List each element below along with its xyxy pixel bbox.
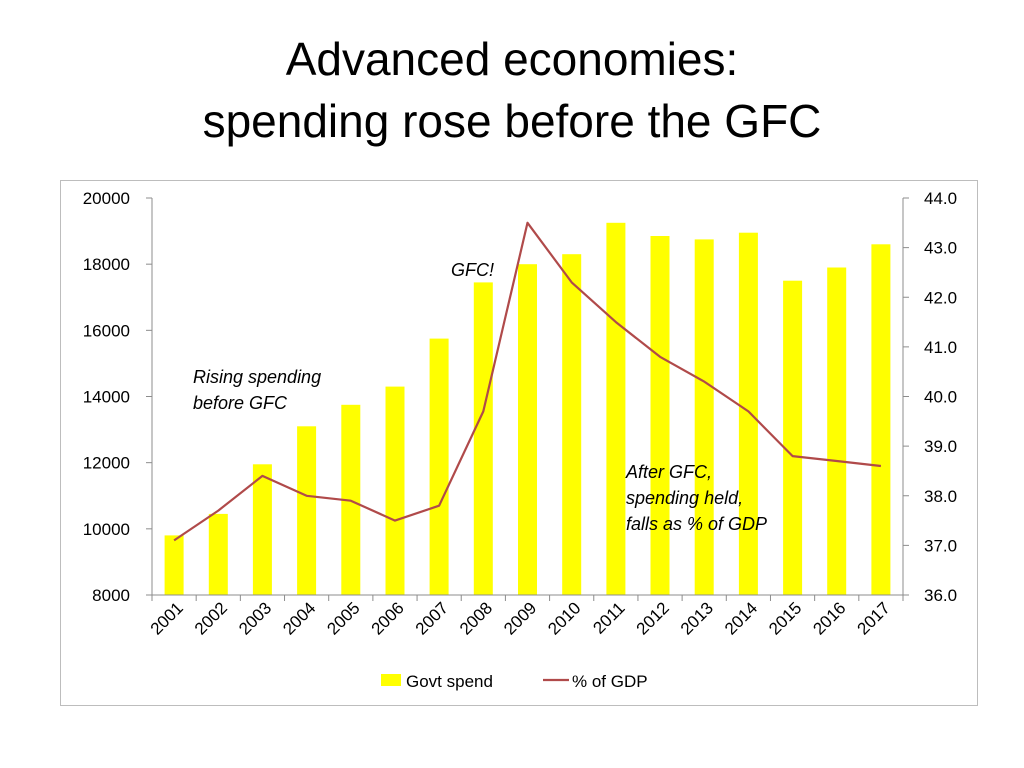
annotation-1-line-2: before GFC [193, 393, 288, 413]
x-tick-label-2015: 2015 [765, 598, 805, 638]
bar-govt-spend-2004 [297, 426, 317, 595]
bar-govt-spend-2008 [473, 282, 493, 595]
bar-govt-spend-2002 [208, 513, 228, 595]
left-tick-label: 8000 [92, 586, 130, 605]
x-tick-label-2003: 2003 [235, 598, 275, 638]
chart-area: 8000 10000 12000 14000 16000 18000 20000 36.0 37… [60, 180, 978, 706]
line-pct-of-gdp [173, 221, 882, 542]
bar-govt-spend-2001 [164, 535, 184, 595]
x-tick-label-2008: 2008 [456, 598, 496, 638]
x-tick-label-2016: 2016 [809, 598, 849, 638]
bar-govt-spend-2010 [562, 254, 582, 595]
bar-govt-spend-2011 [606, 222, 626, 596]
annotation-3-line-1: After GFC, [625, 462, 712, 482]
right-tick-label: 39.0 [924, 437, 957, 456]
left-tick-label: 18000 [83, 255, 130, 274]
legend-swatch-govt-spend [381, 674, 401, 686]
right-tick-label: 36.0 [924, 586, 957, 605]
right-tick-label: 44.0 [924, 189, 957, 208]
annotation-1-line-1: Rising spending [193, 367, 321, 387]
bar-govt-spend-2013 [694, 239, 714, 595]
annotation-3-line-3: falls as % of GDP [626, 514, 767, 534]
bar-govt-spend-2015 [783, 280, 803, 595]
x-tick-label-2014: 2014 [721, 598, 761, 638]
x-tick-label-2005: 2005 [323, 598, 363, 638]
bar-govt-spend-2003 [252, 464, 272, 595]
right-tick-label: 38.0 [924, 487, 957, 506]
bar-govt-spend-2006 [385, 386, 405, 595]
title-line-2: spending rose before the GFC [202, 95, 822, 147]
x-tick-label-2002: 2002 [191, 598, 231, 638]
title-line-1: Advanced economies: [285, 33, 739, 85]
x-tick-label-2013: 2013 [677, 598, 717, 638]
slide-title: Advanced economies: spending rose before… [0, 28, 1024, 152]
bar-govt-spend-2007 [429, 338, 449, 595]
legend-label-govt-spend: Govt spend [406, 672, 493, 691]
left-tick-label: 12000 [83, 454, 130, 473]
left-tick-label: 14000 [83, 388, 130, 407]
x-tick-label-2004: 2004 [279, 598, 319, 638]
bar-govt-spend-2014 [738, 232, 758, 595]
x-tick-label-2009: 2009 [500, 598, 540, 638]
right-tick-label: 42.0 [924, 288, 957, 307]
x-tick-label-2017: 2017 [854, 598, 894, 638]
right-tick-label: 43.0 [924, 239, 957, 258]
x-tick-label-2010: 2010 [544, 598, 584, 638]
legend-label-pct-of-gdp: % of GDP [572, 672, 648, 691]
left-tick-label: 16000 [83, 321, 130, 340]
right-tick-label: 37.0 [924, 536, 957, 555]
annotation-2-line-1: GFC! [451, 260, 494, 280]
right-tick-label: 40.0 [924, 388, 957, 407]
bar-govt-spend-2017 [871, 244, 891, 596]
x-tick-label-2006: 2006 [368, 598, 408, 638]
bar-govt-spend-2012 [650, 236, 670, 595]
x-tick-label-2001: 2001 [147, 598, 187, 638]
x-tick-label-2012: 2012 [633, 598, 673, 638]
x-tick-label-2011: 2011 [589, 598, 628, 637]
left-tick-label: 10000 [83, 520, 130, 539]
bar-govt-spend-2016 [827, 267, 847, 595]
right-tick-label: 41.0 [924, 338, 957, 357]
left-tick-label: 20000 [83, 189, 130, 208]
x-tick-label-2007: 2007 [412, 598, 452, 638]
combo-chart: 8000 10000 12000 14000 16000 18000 20000 36.0 37… [83, 189, 957, 691]
bar-govt-spend-2009 [518, 264, 537, 595]
annotation-3-line-2: spending held, [626, 488, 743, 508]
